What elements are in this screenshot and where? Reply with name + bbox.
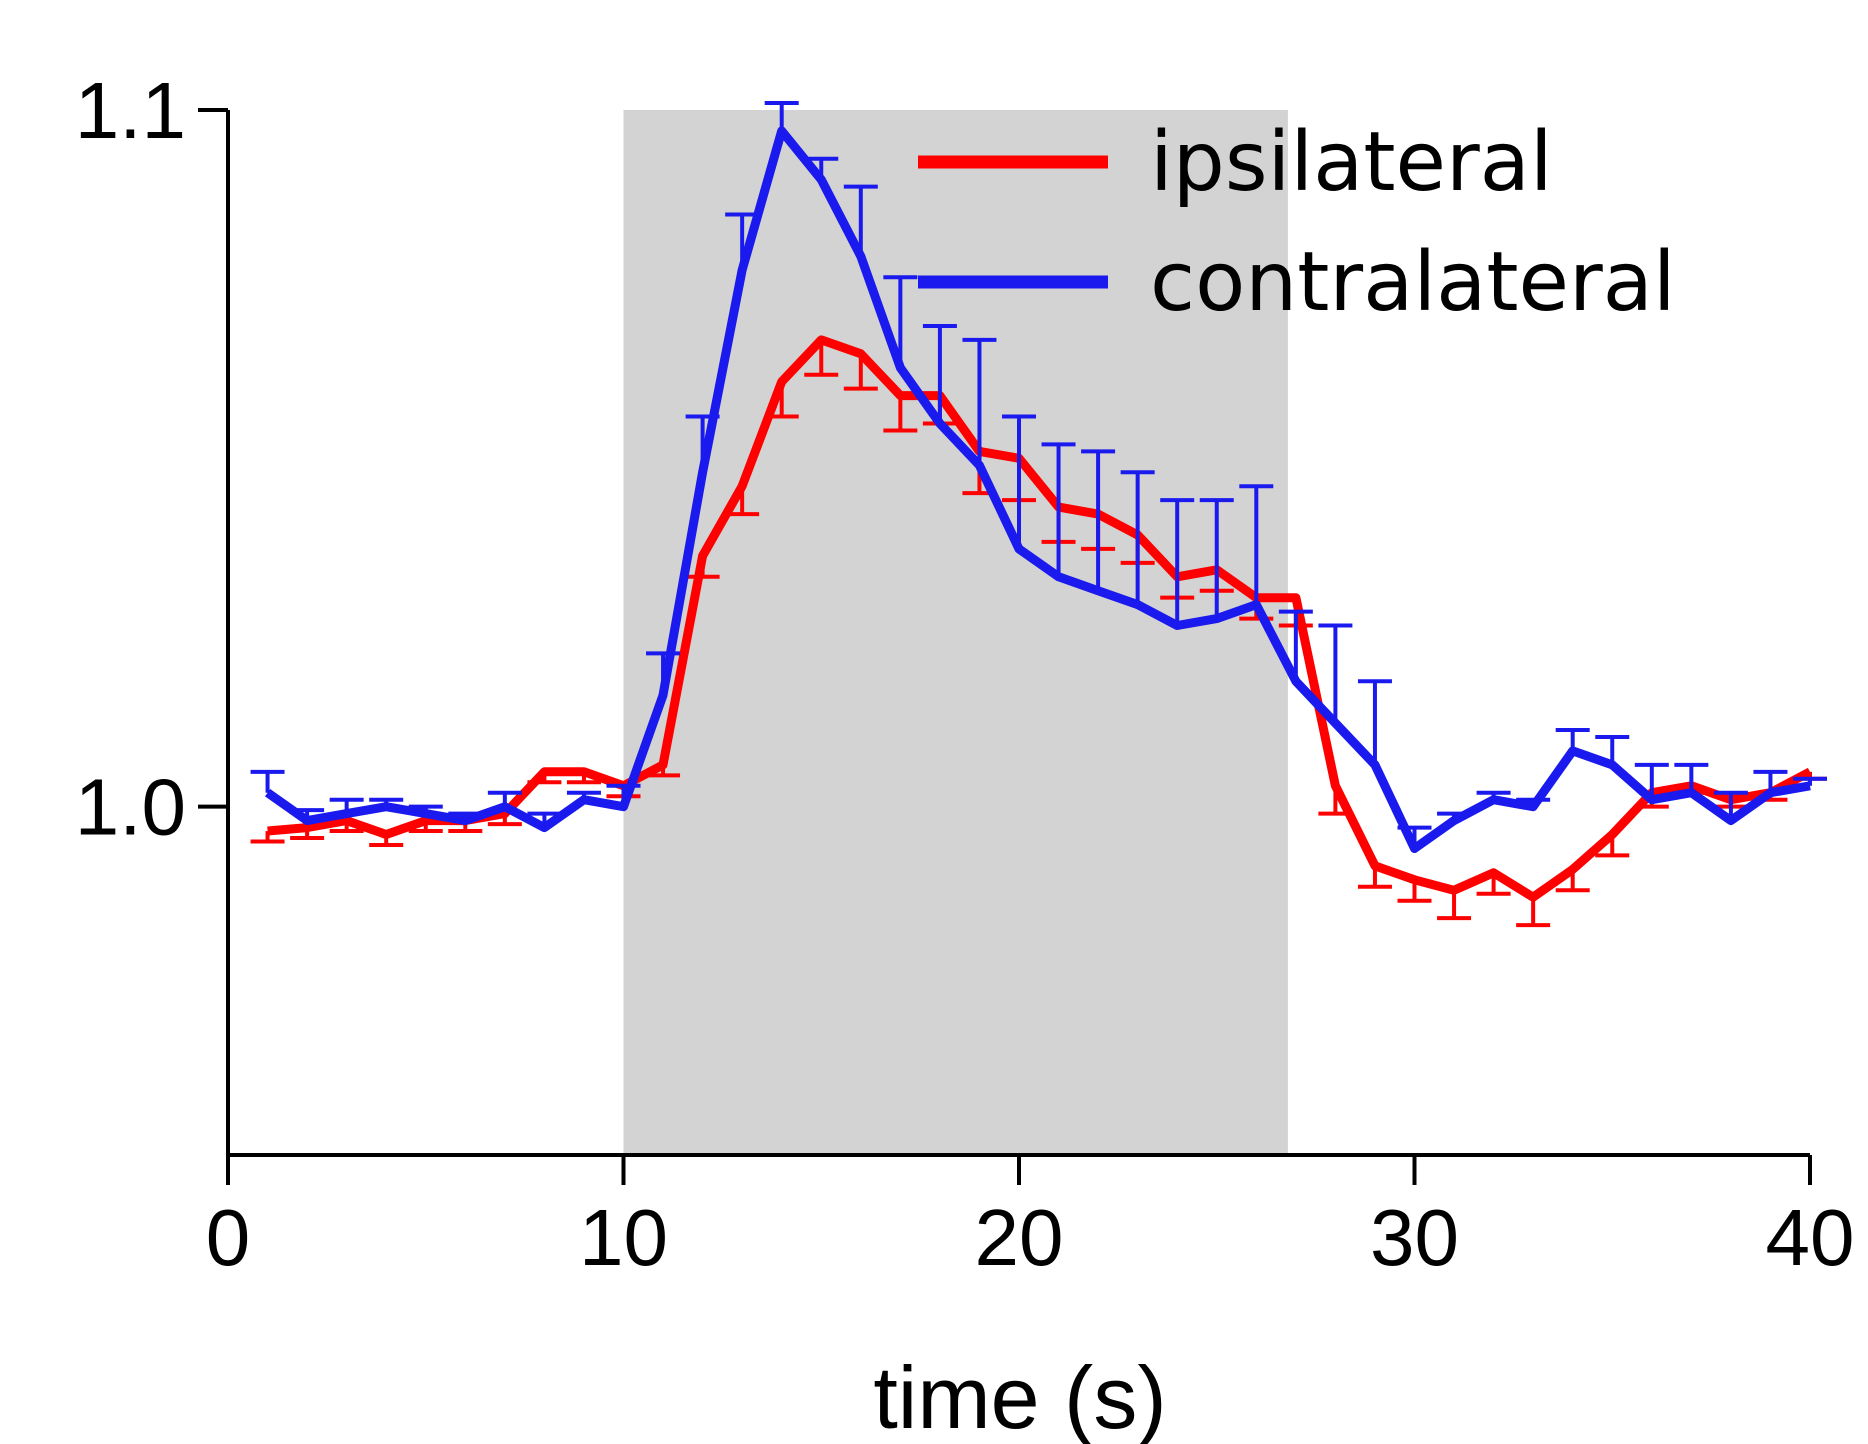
x-axis-label: time (s) [873, 1348, 1166, 1444]
series-line-contralateral [265, 126, 1811, 853]
series-contralateral [250, 101, 1827, 853]
x-tick-label: 20 [975, 1193, 1064, 1282]
legend-label-contralateral: contralateral [1150, 235, 1676, 330]
series-line-ipsilateral [267, 335, 1813, 902]
legend: ipsilateral contralateral [918, 115, 1676, 330]
x-tick-label: 30 [1370, 1193, 1459, 1282]
y-tick-label: 1.1 [75, 66, 186, 155]
axes [198, 108, 1812, 1185]
tick-labels: 0 10 20 30 40 1.0 1.1 [75, 66, 1855, 1282]
y-tick-label: 1.0 [75, 763, 186, 852]
x-tick-label: 0 [206, 1193, 251, 1282]
x-tick-label: 40 [1766, 1193, 1855, 1282]
x-tick-label: 10 [579, 1193, 668, 1282]
legend-label-ipsilateral: ipsilateral [1150, 115, 1553, 210]
plot-series [250, 101, 1827, 928]
